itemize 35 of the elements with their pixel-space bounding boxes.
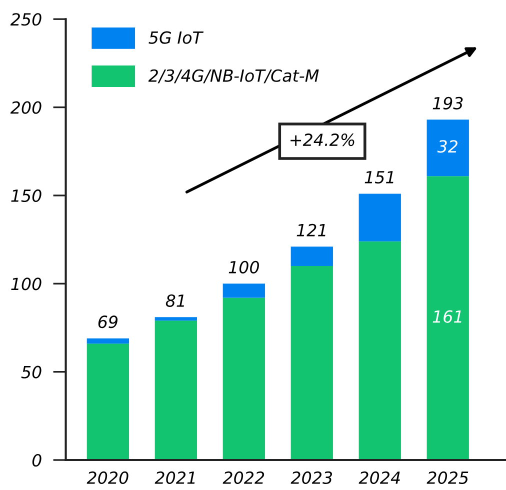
bar bbox=[154, 320, 197, 460]
bar bbox=[426, 176, 469, 460]
data-label: 32 bbox=[437, 140, 458, 153]
bar bbox=[426, 120, 469, 176]
total-label: 121 bbox=[296, 224, 326, 236]
legend-label: 2/3/4G/NB-IoT/Cat-M bbox=[148, 69, 319, 84]
bar bbox=[154, 317, 197, 321]
x-tick-label: 2025 bbox=[426, 471, 468, 484]
y-tick-label: 0 bbox=[32, 454, 42, 467]
total-label: 151 bbox=[364, 171, 394, 184]
x-tick-label: 2024 bbox=[358, 471, 400, 484]
y-tick-label: 200 bbox=[10, 101, 42, 114]
x-tick-label: 2023 bbox=[290, 471, 332, 484]
total-label: 193 bbox=[432, 96, 463, 110]
y-tick-label: 100 bbox=[11, 278, 42, 290]
bar bbox=[290, 246, 333, 266]
bar bbox=[222, 298, 265, 460]
total-label: 69 bbox=[98, 316, 118, 328]
bar bbox=[290, 266, 333, 460]
data-label: 161 bbox=[432, 310, 462, 323]
total-label: 81 bbox=[166, 294, 184, 307]
x-tick-label: 2020 bbox=[86, 471, 128, 484]
annotation: +24.2% bbox=[290, 133, 354, 146]
bar bbox=[358, 194, 401, 242]
y-tick-label: 250 bbox=[10, 13, 42, 26]
y-tick-label: 50 bbox=[21, 366, 42, 378]
legend-label: 5G IoT bbox=[148, 31, 204, 44]
bar bbox=[358, 241, 401, 460]
bar bbox=[86, 344, 130, 460]
bar bbox=[86, 338, 130, 344]
total-label: 100 bbox=[228, 260, 259, 274]
x-tick-label: 2022 bbox=[222, 471, 264, 484]
y-tick-label: 150 bbox=[11, 189, 42, 202]
bar bbox=[222, 284, 265, 298]
x-tick-label: 2021 bbox=[154, 471, 195, 484]
